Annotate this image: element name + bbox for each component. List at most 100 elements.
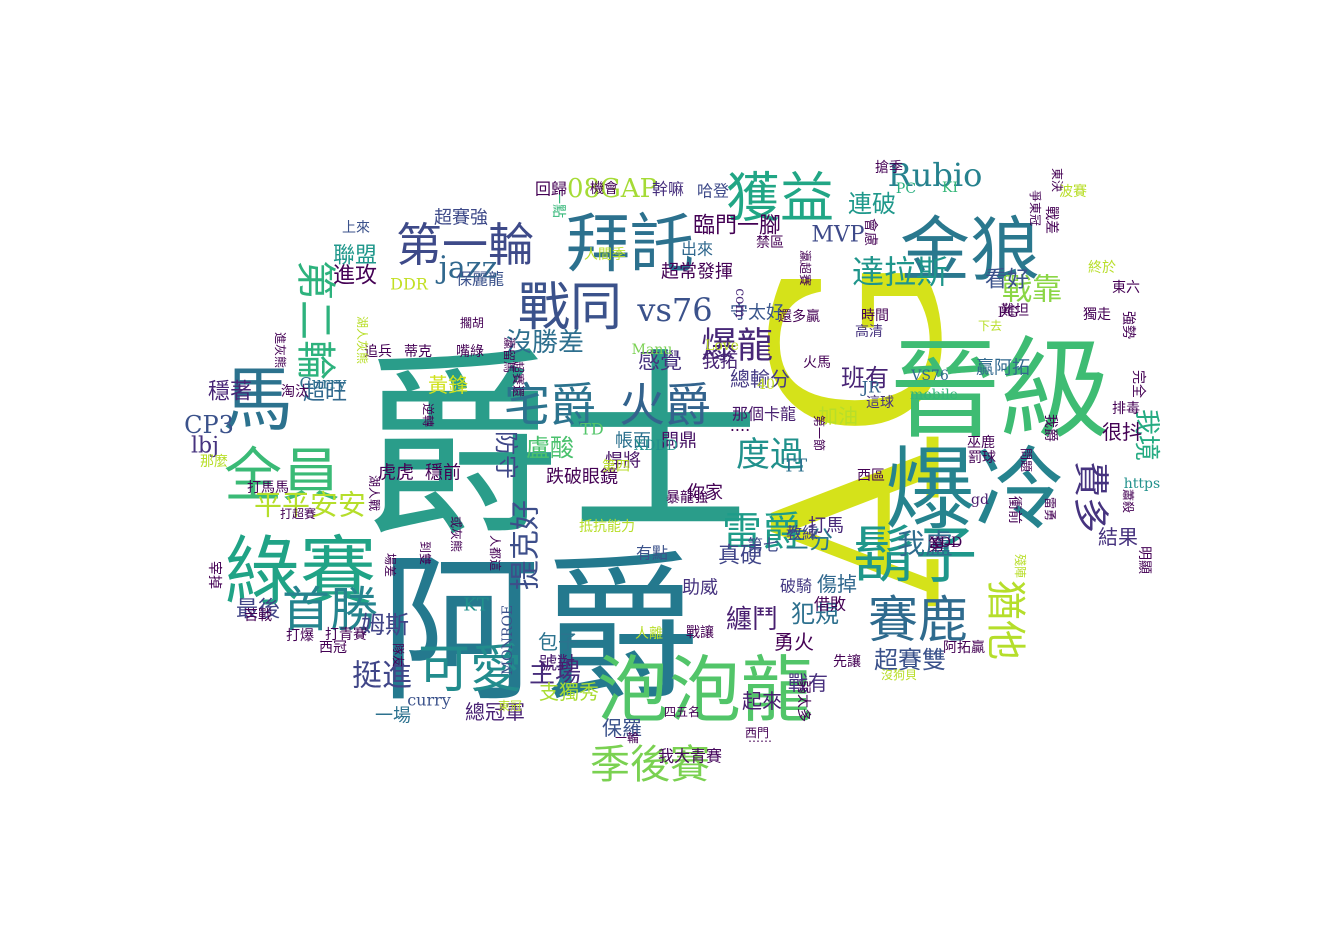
word-cloud-word: 人離 <box>635 625 663 642</box>
word-cloud-word: 勇火 <box>774 630 814 654</box>
word-cloud-word: 瀛超賽 <box>798 250 813 286</box>
word-cloud-word: TT <box>783 456 807 477</box>
word-cloud-word: KT <box>463 595 488 616</box>
word-cloud-word: 湖人灰熊 <box>355 316 370 364</box>
word-cloud-word: 搶季 <box>875 159 903 176</box>
word-cloud-word: ···· <box>730 421 750 440</box>
word-cloud-word: DDR <box>390 275 429 294</box>
word-cloud-word: AG <box>727 255 994 607</box>
word-cloud-word: 卡龍 <box>764 405 796 424</box>
word-cloud-word: Love <box>705 338 739 354</box>
word-cloud-word: PG <box>998 305 1019 321</box>
word-cloud-word: lbj <box>191 434 219 459</box>
word-cloud-word: 進灰熊 <box>273 332 288 368</box>
word-cloud-word: 全員 <box>224 441 340 509</box>
word-cloud-word: 阿爵 <box>380 537 700 724</box>
word-cloud-word: 幹嘛 <box>652 180 684 199</box>
word-cloud-word: 波賽 <box>1059 183 1087 200</box>
word-cloud-word: Rubio <box>888 156 983 194</box>
word-cloud-word: 暴龍強 <box>666 489 708 506</box>
word-cloud-word: 保麗龍 <box>456 270 504 289</box>
word-cloud-word: 超旺 <box>303 381 347 406</box>
word-cloud-word: 戰差 <box>1043 206 1059 234</box>
word-cloud-word: 三分 <box>785 526 833 554</box>
word-cloud-word: 第一輪 <box>396 218 534 272</box>
word-cloud-word: 跌破眼鏡 <box>546 467 618 488</box>
word-cloud-word: 傷掉 <box>817 572 857 596</box>
word-cloud-word: 衝前 <box>1006 496 1023 524</box>
word-cloud-word: 湖人戰 <box>367 475 382 511</box>
word-cloud-word: 泡泡龍 <box>597 648 813 732</box>
word-cloud-word: MVP <box>811 223 864 248</box>
word-cloud-word: 盧酸 <box>526 434 574 462</box>
word-cloud-word: 第一節 <box>812 415 827 451</box>
word-cloud-word: 戰靠 <box>1002 273 1062 308</box>
word-cloud-word: 支獨秀 <box>539 680 599 704</box>
word-cloud-word: 綠賽 <box>224 528 376 617</box>
word-cloud-word: 一場 <box>375 706 411 727</box>
word-cloud-word: 超常發揮 <box>661 262 733 283</box>
word-cloud-word: JR <box>860 378 881 397</box>
word-cloud-word: 人間季 <box>584 247 626 263</box>
word-cloud-word: 或灰熊 <box>449 516 464 552</box>
word-cloud-word: 借敗 <box>814 595 846 614</box>
word-cloud-word: 問鼎 <box>661 431 697 452</box>
word-cloud-word: 爭東冠 <box>1028 190 1042 226</box>
word-cloud-word: curry <box>407 691 451 710</box>
word-cloud-word: 一輪 <box>615 730 639 745</box>
word-cloud-word: 穩著 <box>208 380 252 405</box>
word-cloud-word: 明顯 <box>1136 546 1152 574</box>
word-cloud-word: 打青賽 <box>325 626 367 643</box>
word-cloud-word: 高清 <box>855 323 883 340</box>
word-cloud-word: 哈登 <box>697 182 729 201</box>
word-cloud-word: 隊友 <box>391 643 406 667</box>
word-cloud-word: 禁區 <box>756 235 784 251</box>
word-cloud-word: 獨走 <box>1083 307 1111 323</box>
word-cloud-word: 時間 <box>861 308 889 324</box>
word-cloud-word: 西區 <box>857 468 885 484</box>
word-cloud-word: 我爵 <box>1042 414 1058 442</box>
word-cloud-word: 贏阿拓 <box>976 358 1030 379</box>
word-cloud-word: 教練 <box>786 524 818 543</box>
word-cloud-word: 打爆 <box>286 627 314 644</box>
word-cloud-word: 難坦 <box>1001 303 1029 319</box>
word-cloud-word: 連破 <box>848 190 896 218</box>
word-cloud-word: 你家 <box>687 483 723 504</box>
word-cloud-word: KI <box>942 180 958 196</box>
word-cloud-word: 終於 <box>1088 260 1116 276</box>
word-cloud-word: 我拓 <box>702 352 738 373</box>
word-cloud-word: 瀛留馬 <box>502 337 517 373</box>
word-cloud-word: 穩前 <box>425 463 461 484</box>
word-cloud-word: 機會 <box>590 181 618 197</box>
word-cloud-word: 淘汰 <box>281 384 309 400</box>
word-cloud-word: 回歸 <box>535 180 567 199</box>
word-cloud-word: 助威 <box>682 578 718 599</box>
word-cloud-word: mobile <box>910 387 958 403</box>
word-cloud-word: 四五名 <box>664 704 700 719</box>
word-cloud-word: 我盧 <box>897 528 953 561</box>
word-cloud-word: 加油 <box>818 404 858 428</box>
word-cloud-word: 東決 <box>1050 168 1064 192</box>
word-cloud-word: 抵抗能力 <box>579 519 635 535</box>
word-cloud-word: MONROE <box>500 605 516 675</box>
word-cloud-word: Manu <box>632 342 673 358</box>
word-cloud-word: 蒂克 <box>404 344 432 360</box>
word-cloud-word: 還多贏 <box>778 308 820 325</box>
word-cloud-word: 最後 <box>236 598 280 623</box>
word-cloud-word: 場差 <box>383 553 397 577</box>
word-cloud-word: 雷爵 <box>722 509 802 555</box>
word-cloud-word: 雷勇 <box>1043 497 1057 521</box>
word-cloud-word: 爵士 <box>360 332 760 565</box>
word-cloud-word: 排毒 <box>1112 401 1140 417</box>
word-cloud-word: 超賽還 <box>511 361 526 397</box>
word-cloud-word: 超賽雙 <box>874 646 946 674</box>
word-cloud-word: 姆斯 <box>361 611 409 639</box>
word-cloud-word: 悍將 <box>605 451 641 472</box>
word-cloud-word: 起來 <box>742 689 782 713</box>
word-cloud-word: 擱胡 <box>460 316 484 330</box>
word-cloud-word: 沒勝差 <box>506 328 584 358</box>
word-cloud-word: 挺進 <box>352 659 412 694</box>
word-cloud-word: TD <box>580 420 604 439</box>
word-cloud-word: VS76 <box>910 368 949 384</box>
word-cloud-word: 第一 <box>928 536 960 555</box>
